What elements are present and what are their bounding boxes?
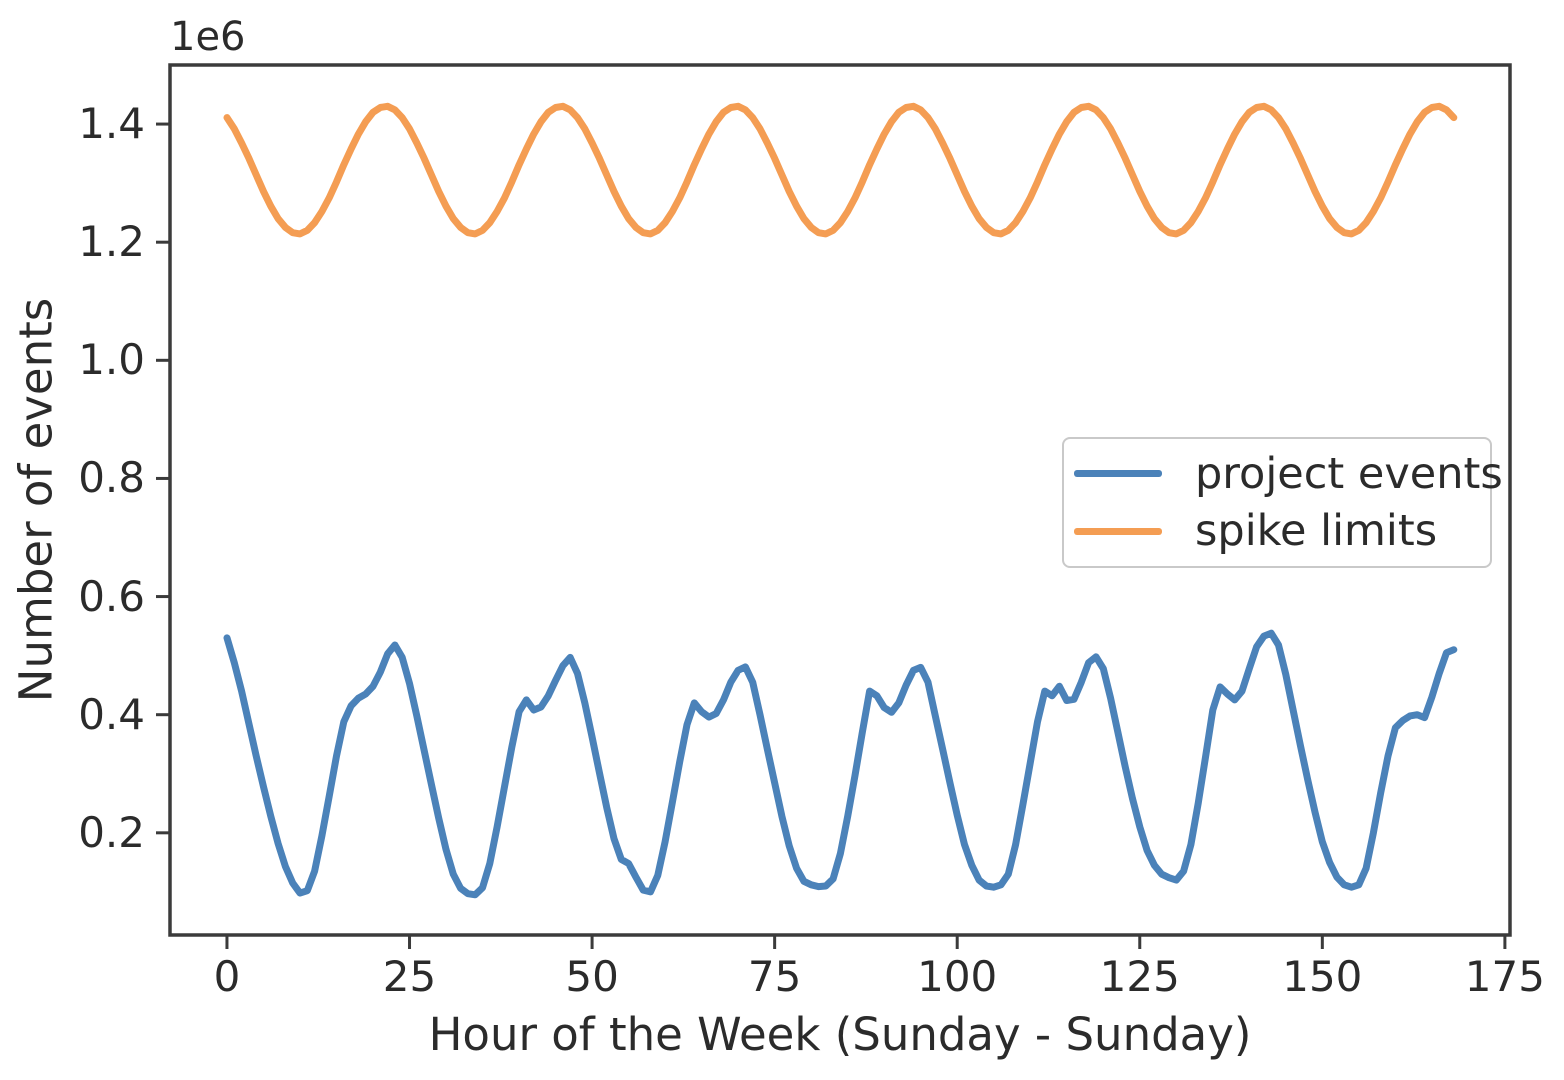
legend-line-swatch-spike-limits [1074,527,1162,535]
series-line-project-events [223,629,1458,899]
y-tick-label: 0.8 [78,453,145,503]
legend-label-spike-limits: spike limits [1195,506,1438,557]
y-axis-offset-text: 1e6 [170,14,246,60]
legend-entry-project-events: project events [1064,446,1503,502]
plot-frame [168,63,1512,937]
x-tick-label: 50 [565,952,619,1001]
y-tick-label: 0.4 [78,689,145,739]
x-tick-label: 75 [747,952,802,1001]
y-tick-label: 1.2 [78,217,145,267]
legend: project events spike limits [1062,437,1503,568]
y-tick-label: 0.6 [78,571,145,621]
y-axis-label: Number of events [9,297,63,703]
x-axis-label: Hour of the Week (Sunday - Sunday) [428,1008,1252,1061]
y-tick-label: 1.0 [78,335,145,385]
x-tick-label: 125 [1099,952,1180,1001]
y-tick-label: 0.2 [78,807,145,857]
x-tick-label: 150 [1282,952,1363,1001]
y-tick-label: 1.4 [78,99,145,149]
legend-entry-spike-limits: spike limits [1064,503,1490,559]
x-tick-label: 100 [917,952,998,1001]
x-tick-label: 0 [213,952,241,1001]
legend-label-project-events: project events [1195,448,1503,499]
x-tick-label: 175 [1464,952,1545,1001]
x-tick-label: 25 [382,952,437,1001]
legend-line-swatch-project-events [1074,470,1162,478]
series-line-spike-limits [223,102,1458,238]
